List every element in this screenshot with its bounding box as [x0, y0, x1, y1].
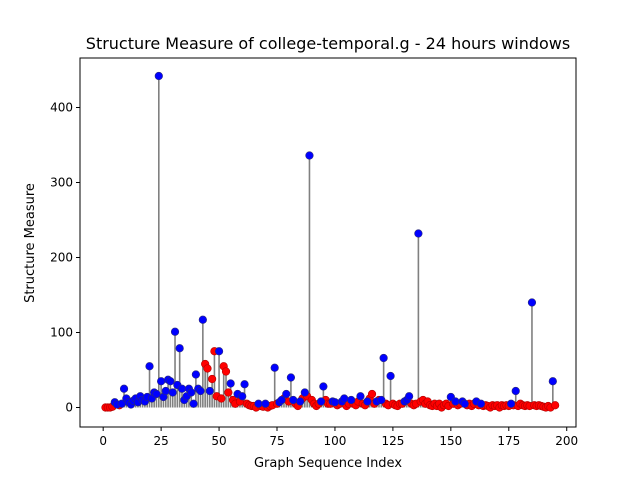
y-axis-label: Structure Measure [23, 183, 38, 303]
blue-marker [289, 395, 298, 405]
blue-marker [270, 363, 279, 372]
blue-marker [226, 379, 235, 388]
y-tick-label: 0 [65, 401, 73, 415]
chart-title: Structure Measure of college-temporal.g … [86, 34, 570, 53]
x-tick-label: 150 [439, 434, 462, 448]
blue-marker [187, 388, 196, 397]
blue-marker [261, 399, 270, 408]
blue-marker [363, 397, 372, 406]
blue-marker [238, 392, 247, 401]
x-tick-label: 0 [99, 434, 107, 448]
blue-marker [198, 315, 207, 324]
blue-marker [196, 386, 205, 396]
blue-marker [177, 384, 187, 393]
blue-marker [214, 347, 224, 356]
blue-marker [145, 362, 154, 371]
x-tick-label: 100 [324, 434, 347, 448]
blue-marker [240, 380, 249, 389]
blue-marker [305, 151, 314, 160]
y-tick-label: 200 [50, 251, 73, 265]
blue-marker [175, 344, 184, 353]
blue-marker [356, 392, 365, 401]
y-tick-label: 300 [50, 176, 73, 190]
x-tick-label: 75 [269, 434, 284, 448]
y-tick-label: 100 [50, 326, 73, 340]
blue-marker [152, 389, 161, 399]
blue-marker [166, 377, 175, 386]
blue-marker [170, 327, 180, 336]
blue-marker [154, 71, 163, 81]
x-tick-label: 175 [497, 434, 520, 448]
x-tick-label: 25 [153, 434, 168, 448]
red-marker [367, 389, 377, 399]
blue-marker [254, 399, 263, 408]
blue-marker [300, 388, 309, 397]
red-marker [224, 388, 233, 397]
plot-frame [79, 57, 577, 428]
x-tick-label: 50 [211, 434, 226, 448]
x-tick-label: 200 [555, 434, 578, 448]
red-marker [551, 401, 560, 410]
blue-marker [379, 353, 388, 363]
blue-marker [527, 298, 537, 307]
blue-marker [282, 389, 291, 399]
blue-marker [191, 370, 200, 379]
blue-marker [548, 377, 557, 386]
red-marker [221, 367, 231, 376]
x-axis-label: Graph Sequence Index [254, 456, 402, 471]
blue-marker [507, 399, 516, 408]
red-marker [203, 364, 212, 373]
blue-marker [377, 395, 386, 405]
blue-marker [277, 395, 286, 405]
blue-marker [511, 386, 520, 396]
blue-marker [161, 386, 170, 396]
x-tick-label: 125 [381, 434, 404, 448]
blue-marker [414, 229, 423, 238]
blue-marker [119, 384, 129, 393]
blue-marker [157, 377, 166, 386]
blue-marker [386, 371, 395, 381]
blue-marker [319, 382, 328, 391]
blue-marker [296, 397, 305, 406]
blue-marker [286, 373, 296, 382]
blue-marker [405, 392, 414, 401]
blue-marker [205, 386, 214, 396]
red-marker [217, 394, 226, 403]
blue-marker [347, 395, 356, 405]
blue-marker [168, 388, 177, 397]
blue-marker [451, 397, 460, 406]
blue-marker [340, 394, 349, 403]
blue-marker [189, 399, 198, 408]
blue-marker [330, 398, 340, 407]
blue-marker [460, 399, 469, 408]
blue-marker [476, 399, 486, 408]
y-tick-label: 400 [50, 101, 73, 115]
red-marker [208, 374, 217, 384]
plot-area: 0 25 50 75 100 125 150 175 200 0 100 200 300 400 [50, 57, 578, 448]
blue-marker [316, 397, 326, 406]
